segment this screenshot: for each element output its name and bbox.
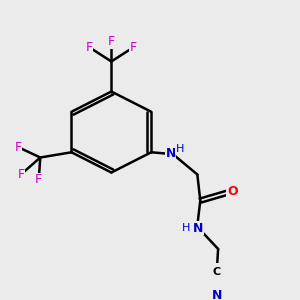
Text: H: H [182,223,190,233]
Text: F: F [14,140,22,154]
Text: C: C [213,268,221,278]
Text: F: F [17,168,25,181]
Text: H: H [176,144,184,154]
Text: N: N [193,221,203,235]
Text: F: F [35,173,42,186]
Text: F: F [108,35,115,48]
Text: N: N [165,147,176,160]
Text: O: O [227,185,238,198]
Text: F: F [130,40,137,54]
Text: F: F [85,40,93,54]
Text: N: N [212,290,222,300]
